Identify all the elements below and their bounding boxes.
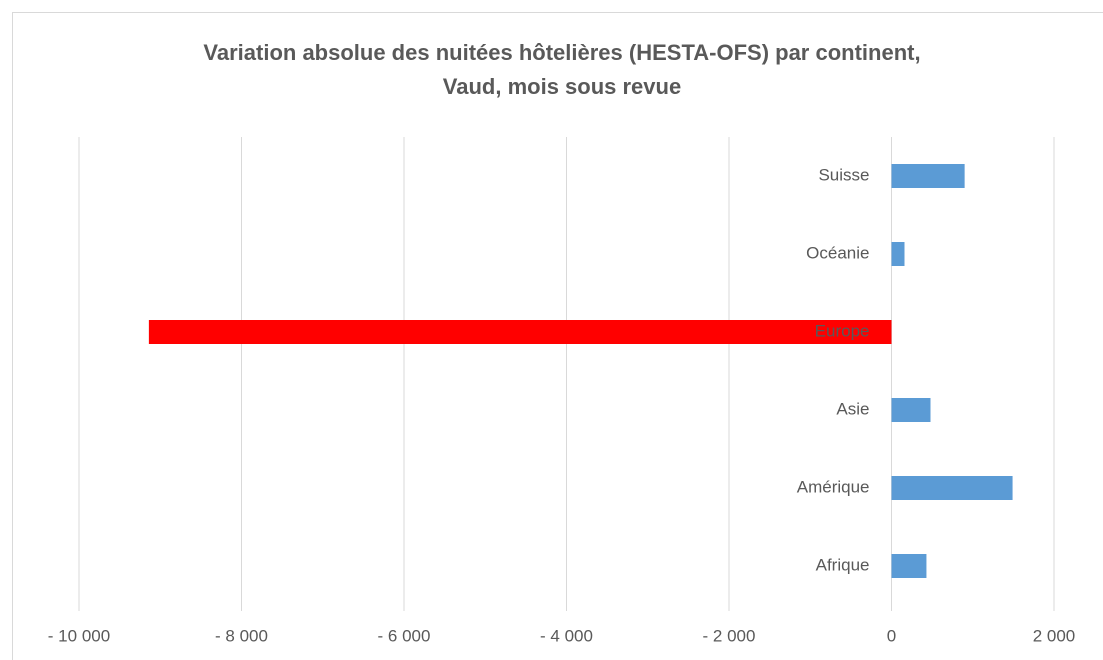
bar	[891, 164, 965, 188]
x-tick-label: - 6 000	[378, 626, 431, 645]
x-tick-label: - 4 000	[540, 626, 593, 645]
chart-frame	[12, 12, 1103, 660]
bar	[891, 554, 927, 578]
bar	[891, 398, 931, 422]
y-tick-label: Asie	[836, 399, 869, 418]
x-tick-label: - 2 000	[703, 626, 756, 645]
chart-title: Variation absolue des nuitées hôtelières…	[203, 40, 920, 65]
bar	[891, 476, 1013, 500]
bar	[891, 242, 905, 266]
y-tick-label: Europe	[815, 321, 870, 340]
x-tick-label: 0	[887, 626, 896, 645]
y-tick-label: Océanie	[806, 243, 869, 262]
chart-title: Vaud, mois sous revue	[443, 74, 681, 99]
x-tick-label: - 10 000	[48, 626, 110, 645]
y-tick-label: Suisse	[818, 165, 869, 184]
y-tick-label: Afrique	[816, 555, 870, 574]
y-tick-label: Amérique	[797, 477, 870, 496]
bar	[148, 320, 892, 344]
x-tick-label: - 8 000	[215, 626, 268, 645]
x-tick-label: 2 000	[1033, 626, 1076, 645]
